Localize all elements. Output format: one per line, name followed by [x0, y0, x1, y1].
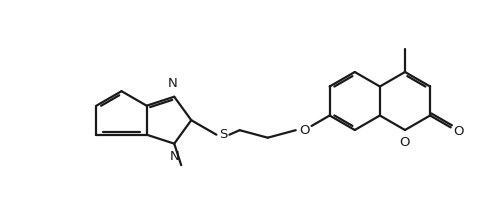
Text: O: O [453, 125, 464, 138]
Text: N: N [170, 150, 179, 163]
Text: O: O [299, 124, 310, 137]
Text: O: O [400, 136, 410, 150]
Text: S: S [219, 128, 227, 141]
Text: N: N [168, 77, 178, 90]
